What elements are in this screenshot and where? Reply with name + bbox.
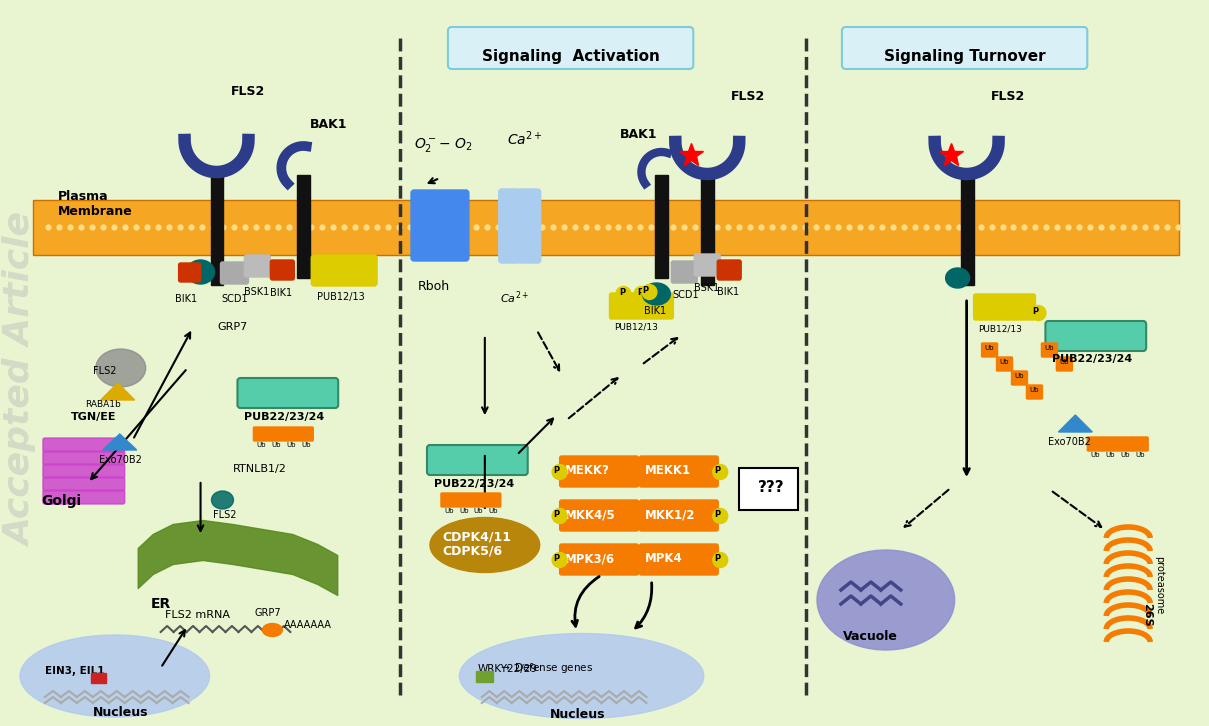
Bar <box>91 673 106 683</box>
Text: PUB12/13: PUB12/13 <box>317 292 365 302</box>
Text: Ub: Ub <box>287 442 296 448</box>
Ellipse shape <box>642 283 670 305</box>
FancyBboxPatch shape <box>271 260 294 280</box>
Text: FLS2: FLS2 <box>93 366 116 376</box>
FancyBboxPatch shape <box>447 27 693 69</box>
Text: SCD1: SCD1 <box>672 290 699 300</box>
FancyBboxPatch shape <box>1041 343 1058 357</box>
Text: MKK1/2: MKK1/2 <box>644 508 695 521</box>
Text: $\rightarrow$ Defense genes: $\rightarrow$ Defense genes <box>498 661 592 675</box>
FancyBboxPatch shape <box>640 500 718 531</box>
Ellipse shape <box>212 491 233 509</box>
Ellipse shape <box>1031 306 1046 320</box>
FancyBboxPatch shape <box>609 293 673 319</box>
Text: P: P <box>715 554 721 563</box>
Text: MPK4: MPK4 <box>644 552 682 565</box>
FancyBboxPatch shape <box>456 493 470 507</box>
Text: FLS2: FLS2 <box>731 90 765 103</box>
FancyBboxPatch shape <box>1046 321 1146 351</box>
Ellipse shape <box>459 634 704 719</box>
Ellipse shape <box>713 508 728 523</box>
Text: Ub: Ub <box>984 345 994 351</box>
Text: Exo70B2: Exo70B2 <box>99 455 141 465</box>
FancyBboxPatch shape <box>640 456 718 487</box>
Text: Signaling Turnover: Signaling Turnover <box>884 49 1046 64</box>
Ellipse shape <box>553 508 567 523</box>
FancyBboxPatch shape <box>283 427 299 441</box>
FancyBboxPatch shape <box>237 378 339 408</box>
FancyBboxPatch shape <box>44 438 125 452</box>
Text: Ub: Ub <box>271 442 280 448</box>
Text: ???: ??? <box>758 480 785 495</box>
Text: ER: ER <box>151 597 170 611</box>
FancyBboxPatch shape <box>996 357 1012 371</box>
FancyBboxPatch shape <box>560 544 638 575</box>
Text: BIK1: BIK1 <box>174 294 197 304</box>
Text: EIN3, EIL1: EIN3, EIL1 <box>45 666 104 676</box>
Text: BIK1: BIK1 <box>271 288 293 298</box>
FancyBboxPatch shape <box>739 468 798 510</box>
FancyBboxPatch shape <box>486 493 501 507</box>
Text: Ub: Ub <box>1000 359 1010 365</box>
FancyBboxPatch shape <box>441 493 456 507</box>
Text: GRP7: GRP7 <box>254 608 280 618</box>
Text: WRKY22/29: WRKY22/29 <box>478 664 538 674</box>
Text: 26S: 26S <box>1143 603 1152 627</box>
Text: Ub: Ub <box>1105 452 1115 458</box>
FancyBboxPatch shape <box>268 427 283 441</box>
Text: P: P <box>554 510 560 519</box>
FancyBboxPatch shape <box>44 464 125 478</box>
Bar <box>476 671 493 682</box>
FancyBboxPatch shape <box>220 262 248 284</box>
Text: CDPK4/11: CDPK4/11 <box>442 530 511 543</box>
Ellipse shape <box>553 552 567 568</box>
FancyBboxPatch shape <box>244 255 271 277</box>
FancyBboxPatch shape <box>1103 437 1118 451</box>
FancyBboxPatch shape <box>671 261 698 283</box>
FancyBboxPatch shape <box>499 189 521 263</box>
Text: Ub: Ub <box>474 508 484 514</box>
Text: BAK1: BAK1 <box>311 118 348 131</box>
FancyBboxPatch shape <box>717 260 741 280</box>
FancyBboxPatch shape <box>44 477 125 491</box>
FancyBboxPatch shape <box>254 427 268 441</box>
Text: $O_2^-$$-\ O_2$: $O_2^-$$-\ O_2$ <box>413 136 473 154</box>
Text: Ub: Ub <box>1059 359 1069 365</box>
FancyBboxPatch shape <box>982 343 997 357</box>
Text: BSK1: BSK1 <box>244 287 270 297</box>
Text: Ub: Ub <box>1135 452 1145 458</box>
Bar <box>655 175 669 278</box>
Bar <box>297 175 311 278</box>
Text: TGN/EE: TGN/EE <box>71 412 116 422</box>
FancyBboxPatch shape <box>411 190 469 261</box>
Text: $Ca^{2+}$: $Ca^{2+}$ <box>499 290 530 306</box>
Ellipse shape <box>430 518 539 573</box>
Text: $Ca^{2+}$: $Ca^{2+}$ <box>507 129 543 148</box>
Text: Ub: Ub <box>444 508 453 514</box>
Text: P: P <box>715 510 721 519</box>
Polygon shape <box>1058 415 1092 432</box>
Text: PUB12/13: PUB12/13 <box>978 324 1023 333</box>
Text: Ub: Ub <box>256 442 266 448</box>
Text: P: P <box>1032 307 1039 316</box>
Ellipse shape <box>262 624 283 637</box>
Text: MKK4/5: MKK4/5 <box>565 508 615 521</box>
Text: FLS2: FLS2 <box>231 85 265 98</box>
Text: Nucleus: Nucleus <box>93 706 149 719</box>
Text: Exo70B2: Exo70B2 <box>1048 437 1092 447</box>
Text: P: P <box>554 466 560 475</box>
FancyBboxPatch shape <box>44 451 125 465</box>
FancyBboxPatch shape <box>694 254 721 276</box>
FancyBboxPatch shape <box>973 294 1035 320</box>
Ellipse shape <box>21 635 209 717</box>
Polygon shape <box>103 434 137 450</box>
Text: Plasma
Membrane: Plasma Membrane <box>58 190 133 218</box>
Text: P: P <box>642 286 648 295</box>
FancyBboxPatch shape <box>1087 437 1104 451</box>
Text: Ub: Ub <box>488 508 498 514</box>
Text: Ub: Ub <box>1091 452 1100 458</box>
Text: CDPK5/6: CDPK5/6 <box>442 545 502 558</box>
FancyBboxPatch shape <box>560 456 638 487</box>
Text: Ub: Ub <box>459 508 468 514</box>
